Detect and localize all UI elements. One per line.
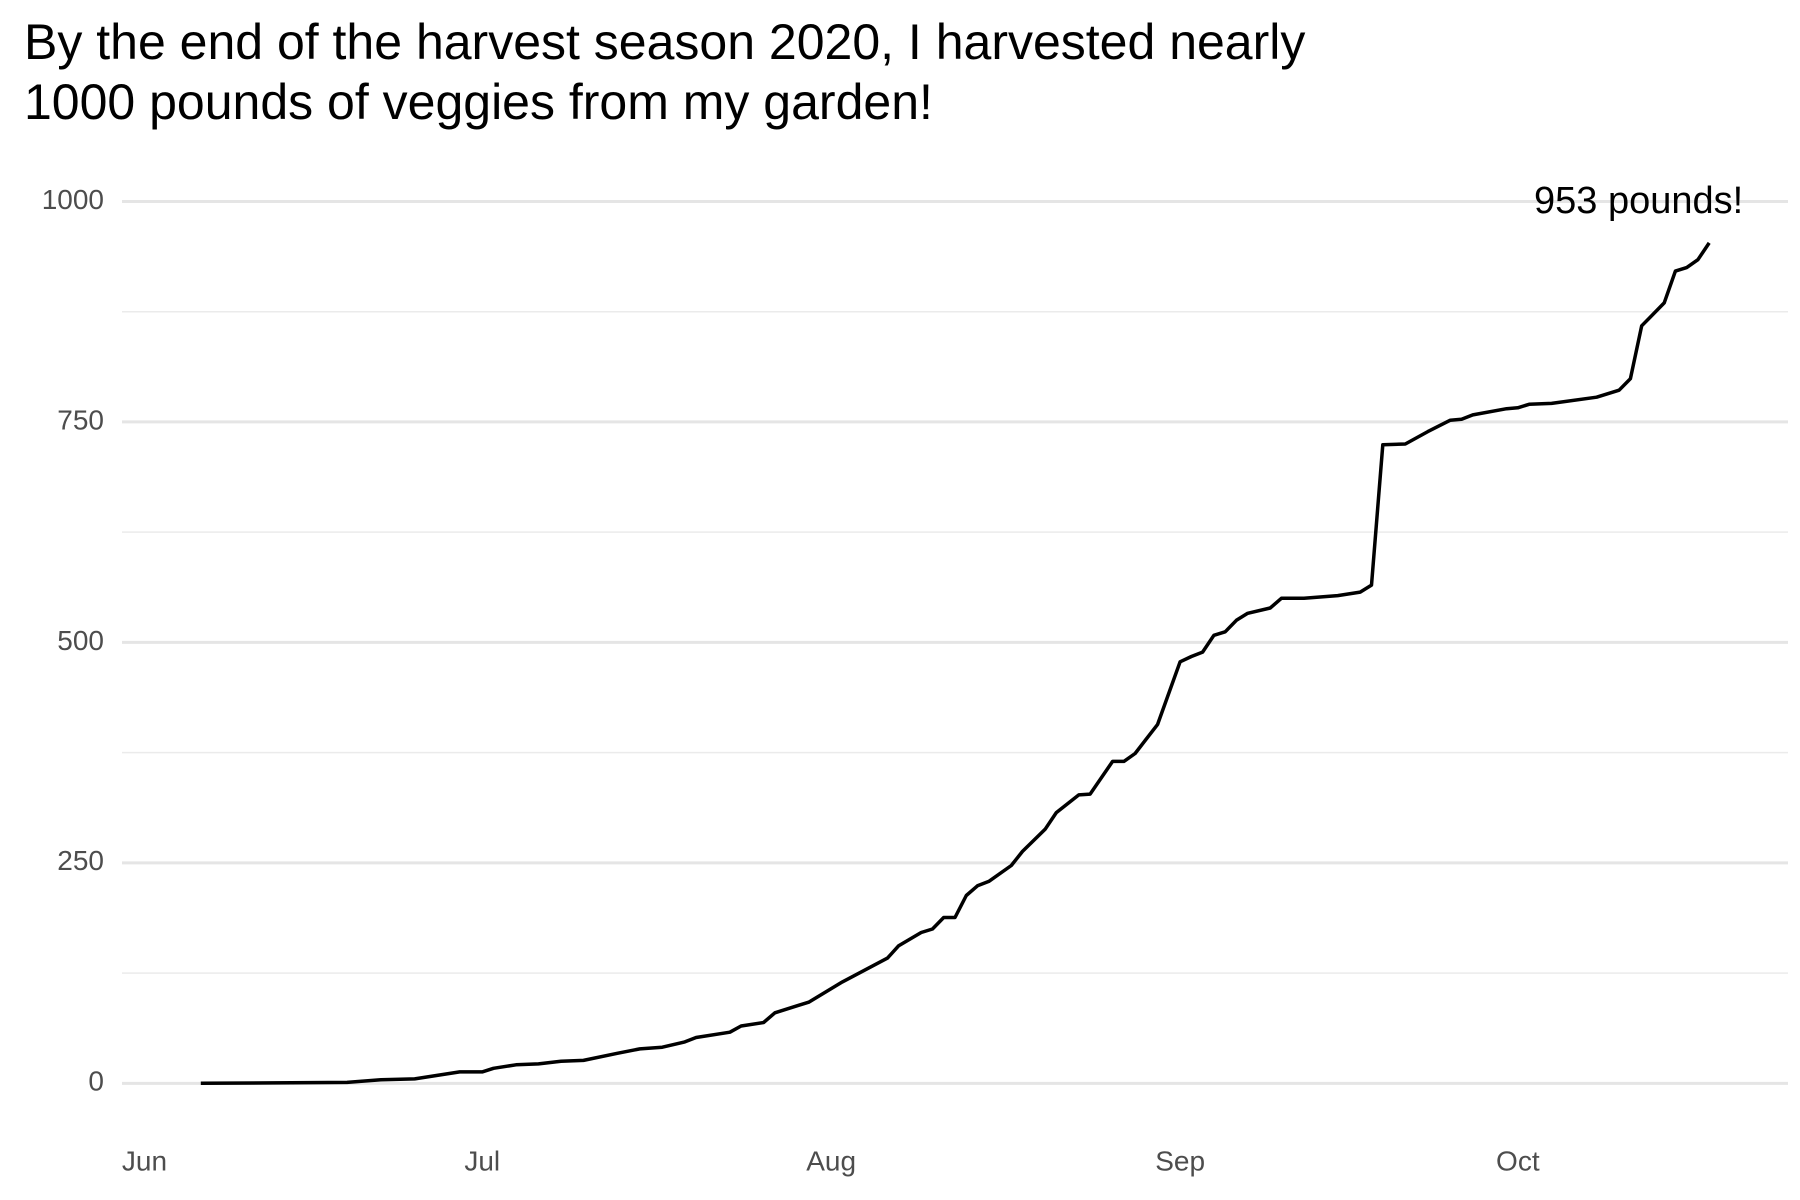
x-tick-label: Jun: [122, 1145, 167, 1176]
x-tick-label: Aug: [806, 1145, 856, 1176]
y-tick-label: 0: [88, 1066, 104, 1097]
y-tick-label: 250: [57, 845, 104, 876]
chart-title: By the end of the harvest season 2020, I…: [24, 14, 1306, 130]
x-tick-label: Oct: [1496, 1145, 1540, 1176]
y-tick-label: 500: [57, 625, 104, 656]
line: [200, 241, 1711, 1086]
y-tick-label: 1000: [42, 184, 104, 215]
y-tick-label: 750: [57, 404, 104, 435]
annotation: 953 pounds!: [1534, 180, 1743, 222]
x-tick-label: Sep: [1155, 1145, 1205, 1176]
x-tick-label: Jul: [464, 1145, 500, 1176]
